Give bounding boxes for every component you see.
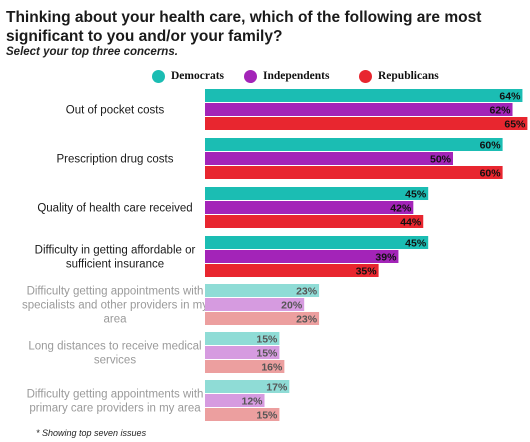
category-label-line: Out of pocket costs — [66, 105, 165, 117]
bar-democrats — [205, 236, 429, 249]
bar-republicans — [205, 360, 285, 373]
bar-republicans — [205, 117, 528, 130]
category-label-line: Difficulty getting appointments with — [27, 286, 204, 298]
chart-subtitle: Select your top three concerns. — [6, 46, 178, 58]
category-label: Difficulty getting appointments with spec… — [22, 286, 208, 326]
bar-independents — [205, 346, 280, 359]
bar-value-label: 44% — [400, 217, 422, 229]
bar-value-label: 23% — [296, 314, 318, 326]
bar-value-label: 20% — [281, 300, 303, 312]
bar-value-label: 17% — [266, 382, 288, 394]
bar-value-label: 62% — [490, 105, 512, 117]
bar-independents — [205, 152, 453, 165]
bar-value-label: 15% — [256, 410, 278, 422]
category-label-line: Quality of health care received — [37, 203, 192, 215]
bar-value-label: 50% — [430, 154, 452, 166]
bar-value-label: 16% — [261, 362, 283, 374]
bar-independents — [205, 394, 265, 407]
bar-independents — [205, 201, 414, 214]
bar-value-label: 39% — [375, 252, 397, 264]
legend-label-republicans: Republicans — [378, 70, 439, 82]
category-label-line: specialists and other providers in my — [22, 300, 208, 312]
category-label-line: area — [103, 314, 127, 326]
chart-legend: Democrats Independents Republicans — [0, 69, 530, 85]
category-label: Quality of health care received — [37, 203, 192, 215]
category-label: Out of pocket costs — [66, 105, 165, 117]
bar-value-label: 15% — [256, 348, 278, 360]
bar-value-label: 23% — [296, 286, 318, 298]
legend-swatch-independents — [244, 70, 257, 83]
bar-value-label: 60% — [480, 168, 502, 180]
category-label-line: Long distances to receive medical — [28, 341, 201, 353]
bar-value-label: 15% — [256, 334, 278, 346]
bar-value-label: 45% — [405, 189, 427, 201]
footnote: * Showing top seven issues — [36, 428, 147, 438]
bar-value-label: 45% — [405, 238, 427, 250]
category-label-line: Difficulty getting appointments with — [27, 389, 204, 401]
bar-democrats — [205, 138, 503, 151]
bar-republicans — [205, 264, 379, 277]
bar-value-label: 42% — [390, 203, 412, 215]
bar-democrats — [205, 187, 429, 200]
legend-label-independents: Independents — [263, 70, 330, 82]
bar-democrats — [205, 332, 280, 345]
category-label-line: primary care providers in my area — [29, 403, 201, 415]
bar-independents — [205, 250, 399, 263]
category-label-line: sufficient insurance — [66, 259, 164, 271]
bar-value-label: 65% — [504, 119, 526, 131]
bar-republicans — [205, 312, 320, 325]
bar-republicans — [205, 408, 280, 421]
category-label: Long distances to receive medical service… — [28, 341, 201, 367]
category-label-line: Prescription drug costs — [57, 154, 174, 166]
category-label: Difficulty getting appointments with prim… — [27, 389, 204, 415]
legend-swatch-democrats — [152, 70, 165, 83]
bar-value-label: 12% — [242, 396, 264, 408]
bar-democrats — [205, 89, 523, 102]
bar-democrats — [205, 380, 290, 393]
bar-republicans — [205, 215, 424, 228]
legend-swatch-republicans — [359, 70, 372, 83]
bar-value-label: 35% — [356, 266, 378, 278]
bar-chart: Out of pocket costs 64% 62% 65% Prescription… — [22, 89, 528, 422]
legend-label-democrats: Democrats — [171, 70, 225, 82]
bar-independents — [205, 103, 513, 116]
bar-value-label: 60% — [480, 140, 502, 152]
category-label: Prescription drug costs — [57, 154, 174, 166]
bar-democrats — [205, 284, 320, 297]
category-label-line: services — [94, 355, 136, 367]
bar-value-label: 64% — [499, 91, 521, 103]
category-label: Difficulty in getting affordable or suffi… — [35, 245, 196, 271]
bar-republicans — [205, 166, 503, 179]
chart-title: Thinking about your health care, which o… — [6, 9, 482, 45]
category-label-line: Difficulty in getting affordable or — [35, 245, 196, 257]
bar-independents — [205, 298, 305, 311]
